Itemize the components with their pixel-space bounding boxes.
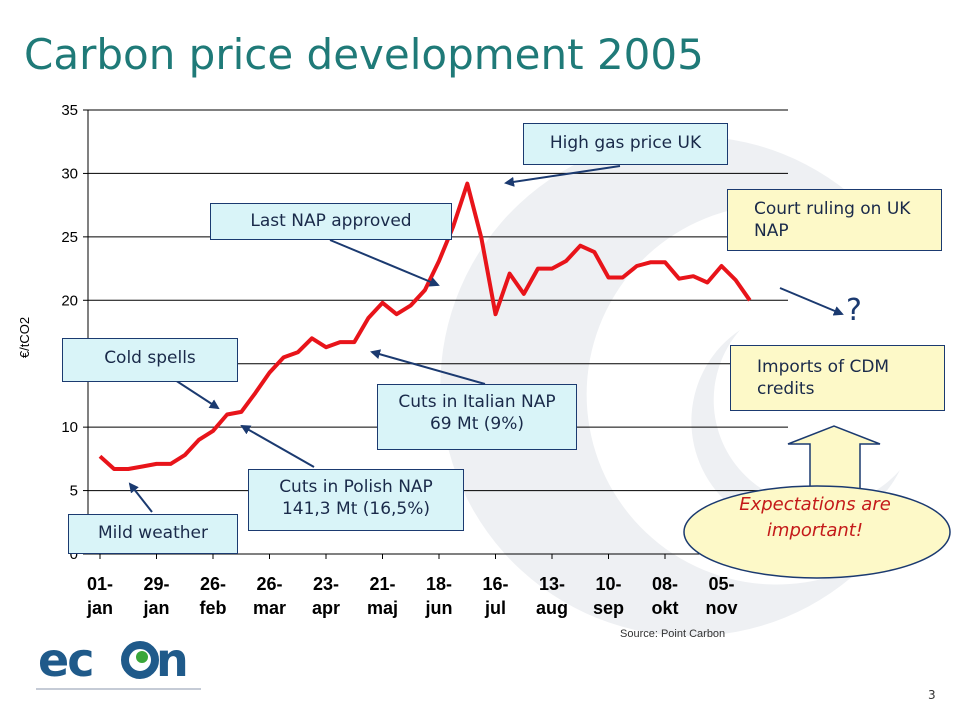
callout-imports-cdm-text: Imports of CDM credits bbox=[757, 357, 890, 399]
x-tick-label-month: aug bbox=[536, 598, 568, 618]
callout-cuts-polish: Cuts in Polish NAP 141,3 Mt (16,5%) bbox=[248, 469, 464, 531]
callout-high-gas-price-text: High gas price UK bbox=[549, 133, 702, 153]
x-tick-label-month: jun bbox=[425, 598, 453, 618]
x-tick-label-day: 10- bbox=[595, 574, 621, 594]
price-series-line bbox=[98, 181, 752, 471]
y-tick-label: 10 bbox=[61, 419, 78, 436]
arrow-last-nap bbox=[329, 239, 440, 287]
x-tick-label-month: jul bbox=[484, 598, 506, 618]
x-tick-label-month: okt bbox=[652, 598, 679, 618]
callout-cold-spells-text: Cold spells bbox=[104, 348, 196, 368]
svg-text:n: n bbox=[156, 636, 189, 687]
arrow-cuts-italian bbox=[370, 349, 486, 385]
callout-court-ruling-text: Court ruling on UK NAP bbox=[754, 199, 911, 241]
x-tick-label-day: 16- bbox=[482, 574, 508, 594]
question-mark: ? bbox=[846, 293, 862, 328]
x-tick-label-day: 26- bbox=[200, 574, 226, 594]
x-tick-label-month: maj bbox=[367, 598, 398, 618]
x-tick-label-month: feb bbox=[200, 598, 227, 618]
callout-high-gas-price: High gas price UK bbox=[523, 123, 728, 165]
x-tick-label-month: apr bbox=[312, 598, 340, 618]
x-tick-label-day: 29- bbox=[143, 574, 169, 594]
x-tick-label-month: jan bbox=[142, 598, 169, 618]
econ-logo: ec n bbox=[36, 636, 201, 690]
expectations-ellipse bbox=[683, 485, 951, 579]
slide-title: Carbon price development 2005 bbox=[24, 30, 704, 79]
y-tick-label: 30 bbox=[61, 165, 78, 182]
x-tick-label-month: jan bbox=[86, 598, 113, 618]
callout-imports-cdm: Imports of CDM credits bbox=[730, 345, 945, 411]
x-tick-label-month: sep bbox=[593, 598, 624, 618]
y-tick-label: 0 bbox=[70, 546, 78, 563]
callout-last-nap: Last NAP approved bbox=[210, 203, 452, 240]
x-tick-label-month: nov bbox=[705, 598, 737, 618]
arrow-cold-spells bbox=[174, 379, 220, 410]
arrow-court-ruling bbox=[779, 287, 844, 316]
x-tick-label-day: 18- bbox=[426, 574, 452, 594]
callout-cuts-italian: Cuts in Italian NAP 69 Mt (9%) bbox=[377, 384, 577, 450]
callout-court-ruling: Court ruling on UK NAP bbox=[727, 189, 942, 251]
arrow-mild-weather bbox=[128, 482, 153, 513]
x-tick-label-day: 21- bbox=[369, 574, 395, 594]
source-note: Source: Point Carbon bbox=[620, 628, 726, 640]
arrow-cuts-polish bbox=[240, 425, 315, 468]
x-tick-labels: 01- jan 29- jan 26- feb 26- mar 23- apr 21- maj 18- j… bbox=[86, 574, 738, 618]
callout-last-nap-text: Last NAP approved bbox=[250, 211, 412, 231]
y-tick-label: 5 bbox=[70, 483, 78, 500]
callout-mild-weather-text: Mild weather bbox=[98, 523, 208, 543]
y-tick-label: 20 bbox=[61, 292, 78, 309]
x-tick-label-day: 08- bbox=[652, 574, 678, 594]
x-tick-label-day: 01- bbox=[87, 574, 113, 594]
x-tick-label-day: 05- bbox=[708, 574, 734, 594]
x-tick-label-day: 13- bbox=[539, 574, 565, 594]
x-tick-label-day: 26- bbox=[256, 574, 282, 594]
x-tick-label-day: 23- bbox=[313, 574, 339, 594]
annotation-arrows bbox=[128, 165, 844, 513]
chart-axes bbox=[83, 109, 788, 559]
callout-mild-weather: Mild weather bbox=[68, 514, 238, 554]
y-tick-label: 35 bbox=[61, 102, 78, 119]
arrow-high-gas bbox=[504, 165, 621, 187]
x-tick-label-month: mar bbox=[253, 598, 286, 618]
svg-text:ec: ec bbox=[38, 636, 92, 687]
expectations-text: Expectations are important! bbox=[739, 494, 891, 541]
callout-cold-spells: Cold spells bbox=[62, 338, 238, 382]
y-tick-label: 25 bbox=[61, 229, 78, 246]
page-number: 3 bbox=[928, 688, 936, 702]
callout-cuts-polish-text: Cuts in Polish NAP 141,3 Mt (16,5%) bbox=[279, 477, 433, 519]
callout-cuts-italian-text: Cuts in Italian NAP 69 Mt (9%) bbox=[398, 392, 556, 434]
